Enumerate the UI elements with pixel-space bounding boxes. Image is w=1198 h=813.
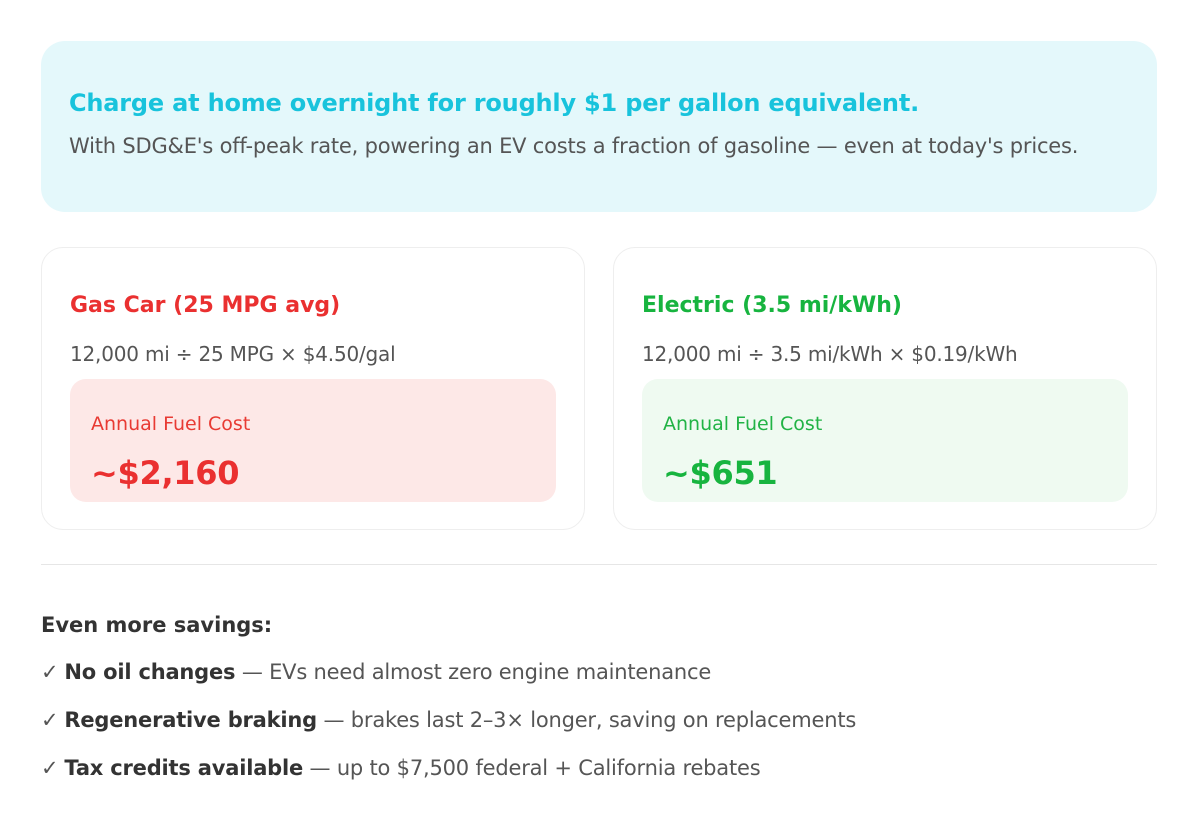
ev-card-title: Electric (3.5 mi/kWh) <box>642 293 902 318</box>
check-icon: ✓ <box>41 708 59 732</box>
ev-formula: 12,000 mi ÷ 3.5 mi/kWh × $0.19/kWh <box>642 342 1018 366</box>
check-icon: ✓ <box>41 756 59 780</box>
info-banner: Charge at home overnight for roughly $1 … <box>41 41 1157 212</box>
ev-cost-value: ~$651 <box>663 454 778 492</box>
savings-item-text: — brakes last 2–3× longer, saving on rep… <box>317 708 857 732</box>
gas-car-card: Gas Car (25 MPG avg) 12,000 mi ÷ 25 MPG … <box>41 247 585 530</box>
ev-cost-label: Annual Fuel Cost <box>663 413 823 435</box>
savings-item-text: — up to $7,500 federal + California reba… <box>303 756 761 780</box>
electric-car-card: Electric (3.5 mi/kWh) 12,000 mi ÷ 3.5 mi… <box>613 247 1157 530</box>
savings-item-title: No oil changes <box>64 660 236 684</box>
gas-cost-box: Annual Fuel Cost ~$2,160 <box>70 379 556 502</box>
savings-heading: Even more savings: <box>41 613 273 637</box>
list-item: ✓ No oil changes — EVs need almost zero e… <box>41 657 856 687</box>
gas-cost-value: ~$2,160 <box>91 454 240 492</box>
savings-item-title: Regenerative braking <box>64 708 318 732</box>
savings-item-title: Tax credits available <box>64 756 304 780</box>
banner-title: Charge at home overnight for roughly $1 … <box>69 89 920 117</box>
list-item: ✓ Regenerative braking — brakes last 2–3×… <box>41 705 856 735</box>
ev-cost-box: Annual Fuel Cost ~$651 <box>642 379 1128 502</box>
gas-card-title: Gas Car (25 MPG avg) <box>70 293 341 318</box>
savings-list: ✓ No oil changes — EVs need almost zero e… <box>41 657 856 801</box>
gas-cost-label: Annual Fuel Cost <box>91 413 251 435</box>
gas-formula: 12,000 mi ÷ 25 MPG × $4.50/gal <box>70 342 396 366</box>
list-item: ✓ Tax credits available — up to $7,500 fe… <box>41 753 856 783</box>
section-divider <box>41 564 1157 565</box>
check-icon: ✓ <box>41 660 59 684</box>
savings-item-text: — EVs need almost zero engine maintenanc… <box>235 660 712 684</box>
banner-text: With SDG&E's off-peak rate, powering an … <box>69 134 1079 158</box>
